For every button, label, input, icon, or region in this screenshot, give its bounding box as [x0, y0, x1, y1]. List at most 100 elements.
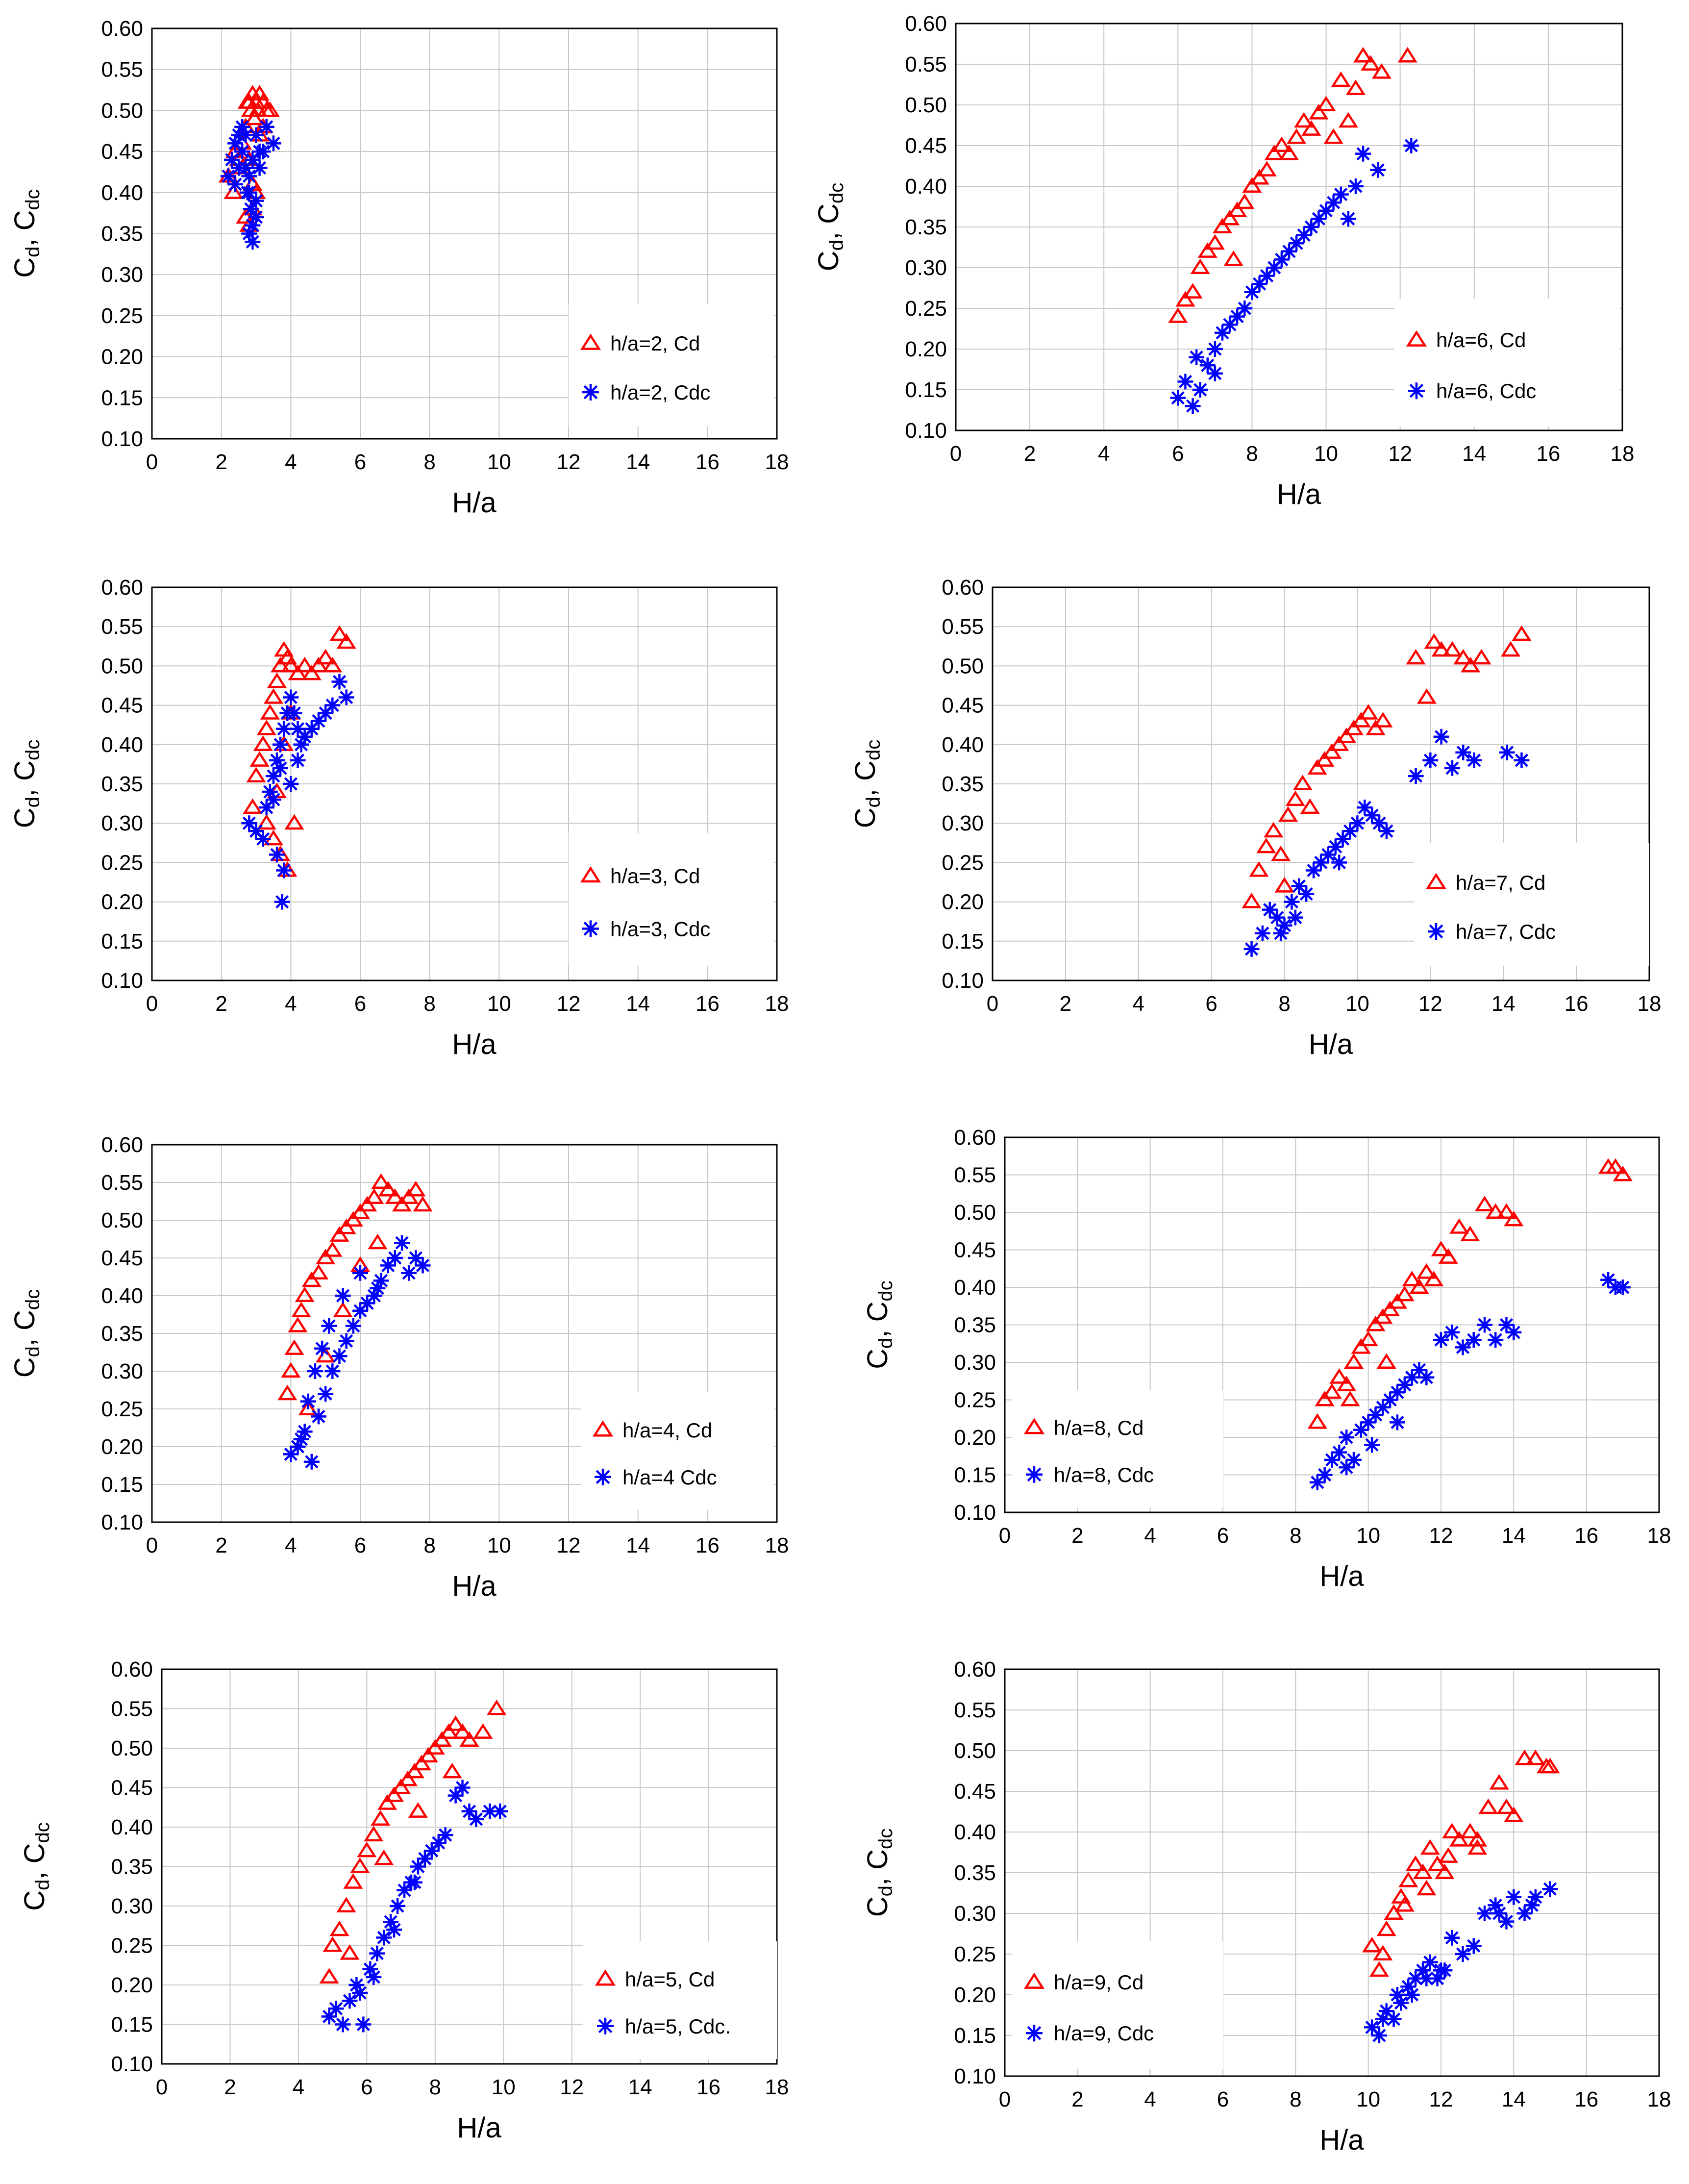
cd-point	[1249, 861, 1269, 877]
cd-point	[1329, 735, 1349, 751]
cd-point	[301, 664, 322, 680]
x-tick-label: 14	[1502, 2087, 1526, 2111]
legend: h/a=9, Cd h/a=9, Cdc	[1012, 1941, 1223, 2069]
y-tick-label: 0.60	[111, 1657, 153, 1682]
cd-point	[397, 1770, 418, 1786]
x-tick-label: 2	[224, 2075, 236, 2099]
y-tick-label: 0.20	[905, 337, 947, 361]
legend-label: h/a=2, Cdc	[610, 381, 710, 404]
cd-point	[1353, 47, 1373, 63]
cd-point	[1460, 1226, 1480, 1241]
y-tick-label: 0.20	[101, 1435, 143, 1459]
cdc-point	[423, 1843, 440, 1859]
y-tick-label: 0.55	[954, 1698, 996, 1722]
cdc-point	[362, 1961, 378, 1977]
x-tick-label: 4	[285, 1533, 297, 1557]
x-tick-label: 8	[1278, 992, 1290, 1016]
y-tick-label: 0.60	[101, 17, 143, 41]
cdc-point	[1192, 382, 1208, 398]
legend-box	[1414, 843, 1649, 966]
x-tick-label: 10	[1345, 992, 1369, 1016]
cd-point	[1315, 751, 1335, 767]
cdc-point	[1396, 1377, 1413, 1393]
cd-point	[1190, 258, 1210, 275]
cdc-point	[276, 721, 292, 737]
cdc-point	[248, 193, 264, 209]
cd-point	[1449, 1218, 1469, 1234]
y-tick-label: 0.50	[942, 654, 984, 678]
cd-point	[413, 1196, 433, 1212]
cd-point	[1220, 209, 1240, 226]
cd-point	[253, 735, 273, 751]
cd-point	[1427, 1855, 1447, 1871]
cd-point	[1515, 1750, 1535, 1765]
cdc-point	[1199, 357, 1216, 374]
y-tick-label: 0.50	[111, 1736, 153, 1760]
legend-label: h/a=6, Cdc	[1436, 379, 1536, 402]
cd-point	[1183, 283, 1203, 299]
cdc-point	[1364, 2019, 1380, 2035]
series-cdc	[241, 674, 354, 910]
cdc-point	[1527, 1889, 1543, 1905]
x-tick-label: 18	[765, 450, 789, 474]
x-tick-label: 8	[1246, 442, 1258, 466]
y-tick-label: 0.45	[942, 694, 984, 718]
cd-point	[357, 1196, 377, 1212]
y-tick-label: 0.40	[101, 733, 143, 757]
plot-area	[151, 586, 778, 981]
y-tick-label: 0.30	[101, 263, 143, 287]
cd-point	[284, 1339, 304, 1355]
cdc-point	[338, 689, 354, 705]
cd-point	[1212, 218, 1233, 234]
cdc-point	[1259, 268, 1275, 284]
cdc-point	[1243, 941, 1260, 957]
y-tick-label: 0.55	[942, 615, 984, 639]
cdc-point	[265, 135, 281, 151]
y-tick-label: 0.55	[111, 1697, 153, 1721]
cd-point	[418, 1747, 438, 1763]
x-tick-label: 6	[1217, 2087, 1229, 2111]
cdc-point	[269, 752, 285, 768]
x-tick-label: 16	[695, 992, 720, 1016]
cd-point	[1471, 649, 1491, 665]
y-tick-label: 0.15	[942, 929, 984, 954]
cdc-point	[1444, 760, 1460, 776]
cd-point	[1467, 1839, 1488, 1855]
cdc-point	[1498, 1913, 1515, 1930]
y-tick-label: 0.35	[905, 215, 947, 239]
cdc-point	[1339, 1459, 1355, 1476]
cd-point	[1504, 1807, 1524, 1822]
cdc-point	[265, 792, 281, 808]
cdc-point	[1346, 1452, 1362, 1468]
cd-point	[281, 656, 301, 673]
cd-point	[473, 1723, 493, 1739]
cd-point	[1438, 1847, 1458, 1863]
x-tick-label: 10	[1314, 442, 1338, 466]
cdc-point	[1325, 195, 1341, 211]
cdc-point	[1379, 823, 1394, 839]
x-tick-label: 2	[215, 450, 227, 474]
legend-marker	[580, 866, 601, 883]
x-axis-label: H/a	[457, 2112, 501, 2144]
cdc-point	[1313, 854, 1329, 871]
cd-point	[1435, 1863, 1455, 1880]
cd-point	[1264, 822, 1284, 838]
cdc-point	[1349, 815, 1366, 831]
cd-point	[281, 1362, 301, 1378]
cdc-point	[307, 1363, 323, 1379]
series-cd	[319, 1699, 507, 1983]
cd-point	[1242, 893, 1262, 908]
cdc-point	[342, 1993, 358, 2009]
y-tick-label: 0.60	[905, 12, 947, 36]
legend-label: h/a=8, Cd	[1054, 1416, 1143, 1439]
x-axis-label: H/a	[452, 1570, 497, 1602]
x-tick-label: 18	[1647, 2087, 1671, 2111]
y-tick-label: 0.15	[954, 1463, 996, 1487]
cdc-point	[1393, 1995, 1409, 2011]
x-tick-label: 10	[1356, 1524, 1380, 1548]
cdc-point	[369, 1945, 385, 1961]
legend-label: h/a=3, Cdc	[610, 917, 710, 940]
cdc-point	[227, 135, 243, 151]
cd-point	[329, 1920, 349, 1936]
cd-point	[406, 1180, 426, 1197]
